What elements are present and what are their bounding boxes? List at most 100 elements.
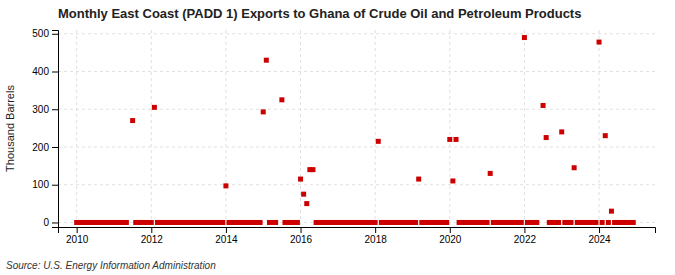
x-grid-line [76, 30, 77, 227]
point [152, 105, 157, 110]
x-tick: 2020 [439, 227, 462, 245]
y-tick-mark [52, 147, 58, 148]
x-tick: 2018 [365, 227, 388, 245]
x-tick: 2016 [290, 227, 313, 245]
point [541, 103, 546, 108]
point [444, 220, 449, 225]
point [261, 109, 266, 114]
x-grid-line [524, 30, 525, 227]
point [488, 171, 493, 176]
x-tick-mark [151, 227, 152, 233]
grid [58, 30, 655, 227]
point [597, 40, 602, 45]
point [485, 220, 490, 225]
x-tick-mark [77, 227, 78, 233]
chart: 2010 2012 2014 2016 2018 2020 2022 2024 0 100 200 3… [0, 0, 675, 275]
y-tick-label: 0 [43, 217, 49, 228]
point [569, 220, 574, 225]
x-tick-mark [599, 227, 600, 233]
points [74, 35, 636, 225]
y-tick-mark [52, 72, 58, 73]
y-tick: 500 [32, 28, 58, 39]
x-grid-line [300, 30, 301, 227]
y-tick-label: 500 [32, 28, 49, 39]
x-tick-mark [450, 227, 451, 233]
x-tick-label: 2022 [514, 234, 537, 245]
y-tick: 200 [32, 142, 58, 153]
point [258, 220, 263, 225]
y-tick-label: 300 [32, 104, 49, 115]
point [450, 178, 455, 183]
point [223, 183, 228, 188]
y-tick-label: 100 [32, 179, 49, 190]
x-tick-label: 2020 [439, 234, 462, 245]
point [130, 118, 135, 123]
y-tick: 0 [43, 217, 58, 228]
x-tick-label: 2016 [290, 234, 313, 245]
x-grid-line [225, 30, 226, 227]
point [295, 220, 300, 225]
y-tick-mark [52, 109, 58, 110]
x-tick-mark [524, 227, 525, 233]
point [124, 220, 129, 225]
x-axis: 2010 2012 2014 2016 2018 2020 2022 2024 [59, 227, 656, 245]
title: Monthly East Coast (PADD 1) Exports to G… [58, 6, 581, 21]
point [522, 35, 527, 40]
point [264, 58, 269, 63]
x-grid-line [449, 30, 450, 227]
x-tick: 2024 [588, 227, 611, 245]
x-tick: 2014 [215, 227, 238, 245]
source-note: Source: U.S. Energy Information Administ… [6, 260, 216, 271]
point [544, 135, 549, 140]
y-grid-line [58, 71, 655, 72]
point [279, 97, 284, 102]
point [572, 165, 577, 170]
point [416, 177, 421, 182]
y-grid-line [58, 184, 655, 185]
x-tick-mark [301, 227, 302, 233]
point [631, 220, 636, 225]
x-tick: 2010 [66, 227, 89, 245]
point [298, 177, 303, 182]
x-tick-label: 2024 [588, 234, 611, 245]
point [273, 220, 278, 225]
point [310, 167, 315, 172]
point [600, 220, 605, 225]
point [534, 220, 539, 225]
y-tick: 100 [32, 179, 58, 190]
point [149, 220, 154, 225]
x-grid-line [151, 30, 152, 227]
x-tick-label: 2010 [66, 234, 89, 245]
point [593, 220, 598, 225]
point [519, 220, 524, 225]
y-tick-mark [52, 222, 58, 223]
point [220, 220, 225, 225]
y-axis-title: Thousand Barrels [4, 85, 16, 172]
point [373, 220, 378, 225]
y-grid-line [58, 33, 655, 34]
point [559, 129, 564, 134]
x-grid-line [599, 30, 600, 227]
point [609, 209, 614, 214]
y-tick-label: 200 [32, 142, 49, 153]
point [454, 137, 459, 142]
point [606, 220, 611, 225]
point [447, 137, 452, 142]
x-tick: 2012 [141, 227, 164, 245]
x-axis-line [59, 228, 656, 234]
x-tick-label: 2014 [215, 234, 238, 245]
point [556, 220, 561, 225]
y-tick-mark [52, 34, 58, 35]
point [376, 139, 381, 144]
y-grid-line [58, 109, 655, 110]
y-tick: 400 [32, 66, 58, 77]
point [413, 220, 418, 225]
plot-area: 2010 2012 2014 2016 2018 2020 2022 2024 0 100 200 3… [32, 28, 655, 245]
x-tick-mark [226, 227, 227, 233]
y-grid-line [58, 146, 655, 147]
y-axis: 0 100 200 300 400 500 [32, 28, 58, 228]
x-grid-line [375, 30, 376, 227]
x-tick-label: 2018 [365, 234, 388, 245]
x-tick-mark [375, 227, 376, 233]
x-tick: 2022 [514, 227, 537, 245]
